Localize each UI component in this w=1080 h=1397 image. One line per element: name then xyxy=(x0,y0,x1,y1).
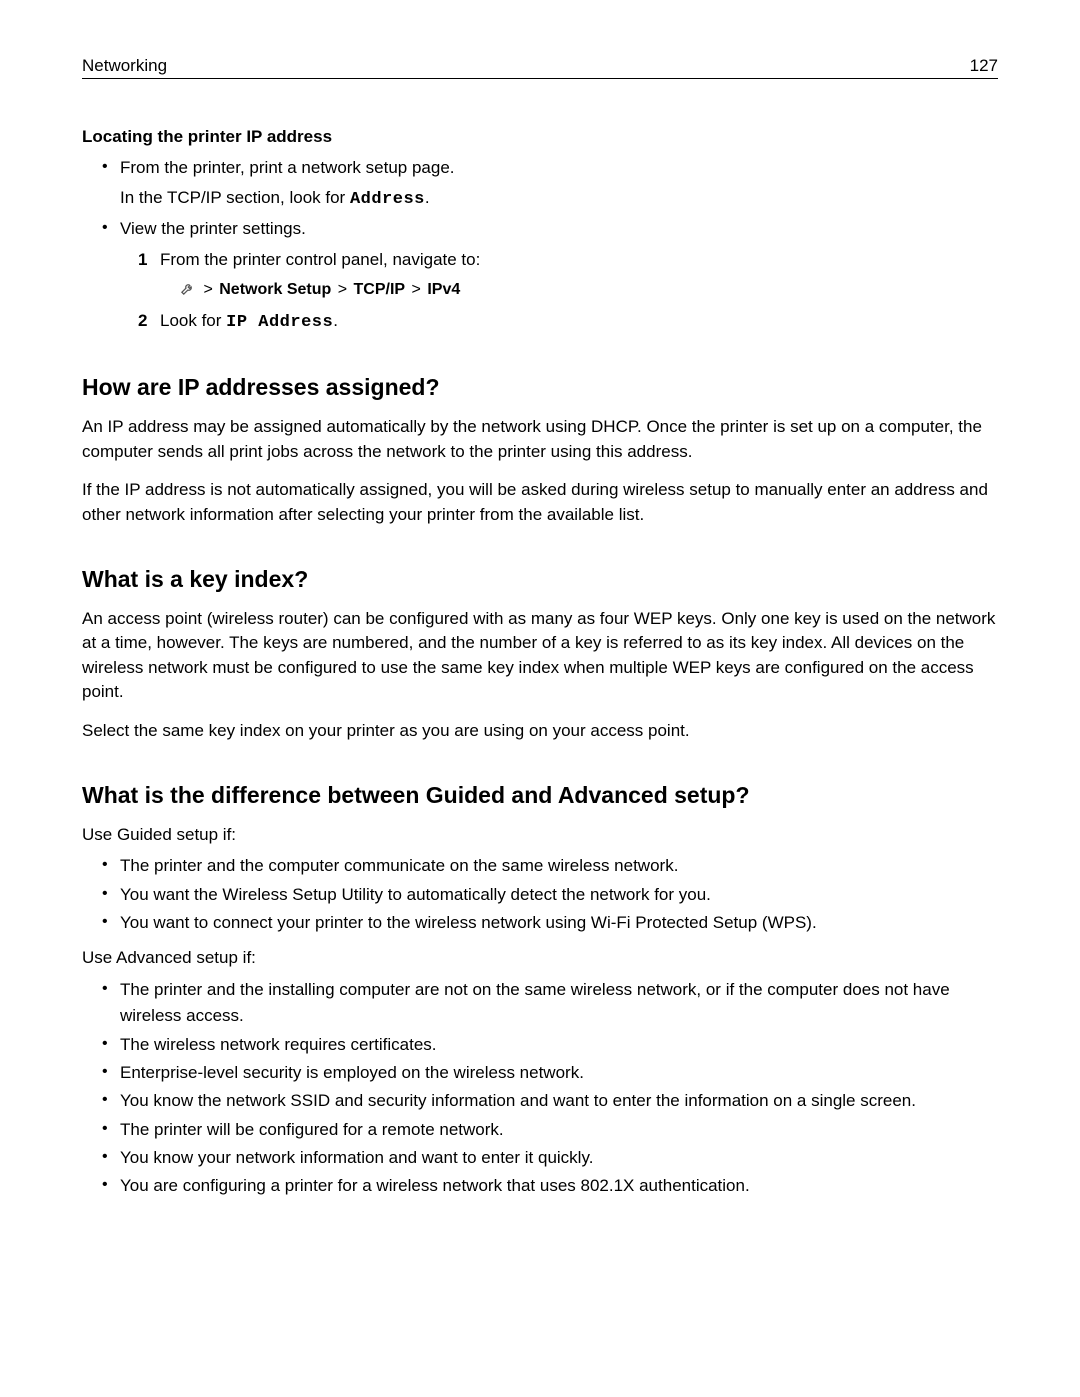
text: In the TCP/IP section, look for xyxy=(120,188,350,207)
list-item: You know your network information and wa… xyxy=(102,1145,998,1171)
header-section-label: Networking xyxy=(82,56,167,76)
list-item: The printer and the installing computer … xyxy=(102,977,998,1030)
steps-list: 1 From the printer control panel, naviga… xyxy=(120,246,998,336)
locate-ip-list: From the printer, print a network setup … xyxy=(82,155,998,336)
list-item: The wireless network requires certificat… xyxy=(102,1032,998,1058)
step-item: 1 From the printer control panel, naviga… xyxy=(138,246,998,305)
nav-segment: IPv4 xyxy=(427,281,460,298)
step-number: 2 xyxy=(138,307,147,334)
heading-guided-advanced: What is the difference between Guided an… xyxy=(82,782,998,809)
paragraph: If the IP address is not automatically a… xyxy=(82,478,998,527)
paragraph: An access point (wireless router) can be… xyxy=(82,607,998,706)
advanced-intro: Use Advanced setup if: xyxy=(82,946,998,971)
document-page: Networking 127 Locating the printer IP a… xyxy=(0,0,1080,1397)
text: Look for xyxy=(160,311,226,330)
text: From the printer control panel, navigate… xyxy=(160,250,480,269)
page-header: Networking 127 xyxy=(82,56,998,79)
list-item: The printer and the computer communicate… xyxy=(102,853,998,879)
nav-path: > Network Setup > TCP/IP > IPv4 xyxy=(160,277,998,305)
list-item: You are configuring a printer for a wire… xyxy=(102,1173,998,1199)
list-item: View the printer settings. 1 From the pr… xyxy=(102,216,998,336)
list-item: The printer will be configured for a rem… xyxy=(102,1117,998,1143)
text: . xyxy=(425,188,430,207)
wrench-icon xyxy=(180,279,195,305)
step-number: 1 xyxy=(138,246,147,273)
text: In the TCP/IP section, look for Address. xyxy=(120,185,998,213)
nav-separator: > xyxy=(412,281,421,298)
text: From the printer, print a network setup … xyxy=(120,158,455,177)
code-text: IP Address xyxy=(226,313,333,332)
heading-ip-assigned: How are IP addresses assigned? xyxy=(82,374,998,401)
list-item: From the printer, print a network setup … xyxy=(102,155,998,214)
paragraph: An IP address may be assigned automatica… xyxy=(82,415,998,464)
guided-list: The printer and the computer communicate… xyxy=(82,853,998,936)
guided-intro: Use Guided setup if: xyxy=(82,823,998,848)
step-item: 2 Look for IP Address. xyxy=(138,307,998,336)
nav-segment: Network Setup xyxy=(219,281,331,298)
advanced-list: The printer and the installing computer … xyxy=(82,977,998,1200)
section-title-locate-ip: Locating the printer IP address xyxy=(82,127,998,147)
text: View the printer settings. xyxy=(120,219,306,238)
list-item: You know the network SSID and security i… xyxy=(102,1088,998,1114)
list-item: You want to connect your printer to the … xyxy=(102,910,998,936)
code-text: Address xyxy=(350,190,425,209)
list-item: You want the Wireless Setup Utility to a… xyxy=(102,882,998,908)
header-page-number: 127 xyxy=(970,56,998,76)
text: . xyxy=(333,311,338,330)
heading-key-index: What is a key index? xyxy=(82,566,998,593)
nav-segment: TCP/IP xyxy=(354,281,406,298)
list-item: Enterprise‑level security is employed on… xyxy=(102,1060,998,1086)
paragraph: Select the same key index on your printe… xyxy=(82,719,998,744)
nav-separator: > xyxy=(338,281,347,298)
nav-separator: > xyxy=(203,281,212,298)
